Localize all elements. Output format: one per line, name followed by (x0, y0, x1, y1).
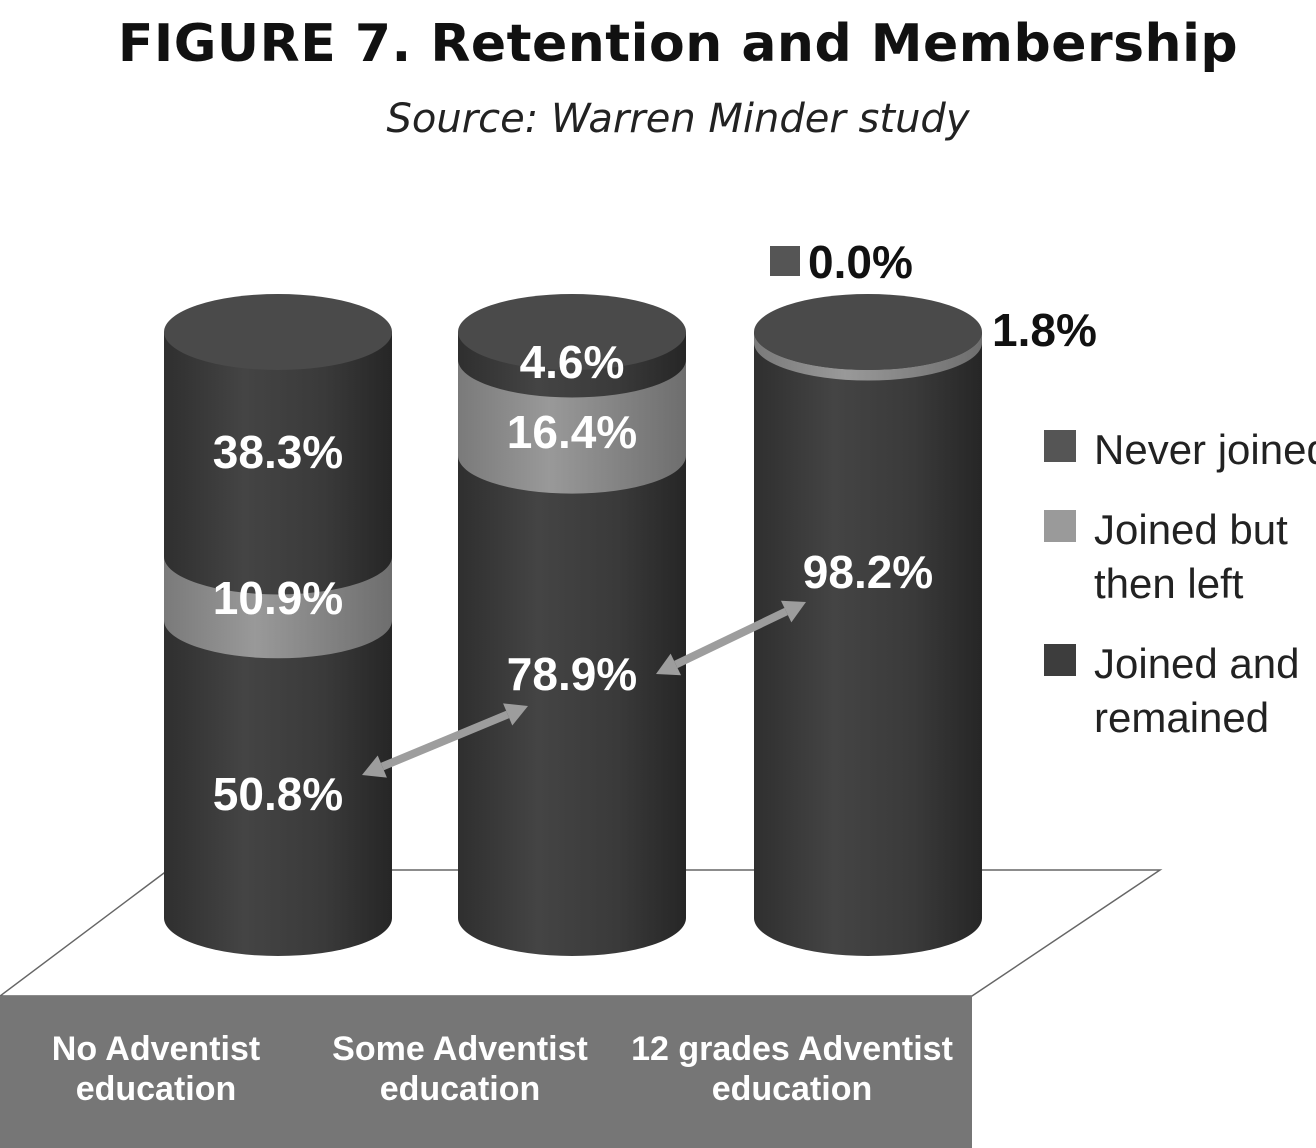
data-label: 4.6% (520, 336, 625, 388)
data-label: 1.8% (992, 304, 1097, 356)
legend-swatch (1044, 644, 1076, 676)
base-platform-front (0, 996, 972, 1148)
data-label: 50.8% (213, 768, 343, 820)
legend: Never joined Joined but then left Joined an… (1044, 426, 1316, 741)
segment-joined-but-left (458, 359, 686, 494)
chart-title: FIGURE 7. Retention and Membership (117, 14, 1239, 74)
legend-label: Joined and (1094, 640, 1300, 687)
data-label: 16.4% (507, 406, 637, 458)
cylinder-body (754, 332, 982, 956)
cylinder-1 (164, 294, 392, 956)
chart-subtitle: Source: Warren Minder study (386, 96, 970, 142)
category-label-line: Some Adventist (332, 1030, 588, 1068)
cylinder-top (458, 294, 686, 370)
legend-item: Joined but then left (1044, 506, 1288, 607)
legend-label: Never joined (1094, 426, 1316, 473)
cylinder-3 (754, 294, 982, 956)
legend-swatch (1044, 510, 1076, 542)
cylinder-top (164, 294, 392, 370)
legend-item: Joined and remained (1044, 640, 1300, 741)
segment-joined-but-left (754, 332, 982, 381)
comparison-arrow (656, 600, 806, 676)
data-label: 0.0% (808, 236, 913, 288)
legend-item: Never joined (1044, 426, 1316, 473)
data-label: 78.9% (507, 648, 637, 700)
comparison-arrow (362, 703, 528, 778)
data-label: 38.3% (213, 426, 343, 478)
legend-label: remained (1094, 694, 1269, 741)
category-label-line: education (712, 1070, 873, 1108)
cylinder-top (754, 294, 982, 370)
legend-label: Joined but (1094, 506, 1288, 553)
legend-label: then left (1094, 560, 1244, 607)
category-label-line: education (380, 1070, 541, 1108)
category-label-line: education (76, 1070, 237, 1108)
segment-joined-but-left (164, 556, 392, 659)
data-label: 10.9% (213, 572, 343, 624)
cylinder-2 (458, 294, 686, 956)
legend-swatch (1044, 430, 1076, 462)
data-label: 98.2% (803, 546, 933, 598)
category-label-line: 12 grades Adventist (631, 1030, 953, 1068)
category-label-line: No Adventist (52, 1030, 260, 1068)
swatch-never-joined-marker (770, 246, 800, 276)
